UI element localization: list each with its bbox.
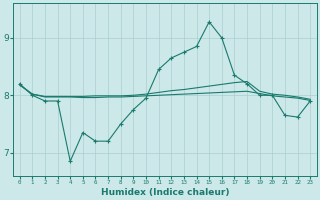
- X-axis label: Humidex (Indice chaleur): Humidex (Indice chaleur): [101, 188, 229, 197]
